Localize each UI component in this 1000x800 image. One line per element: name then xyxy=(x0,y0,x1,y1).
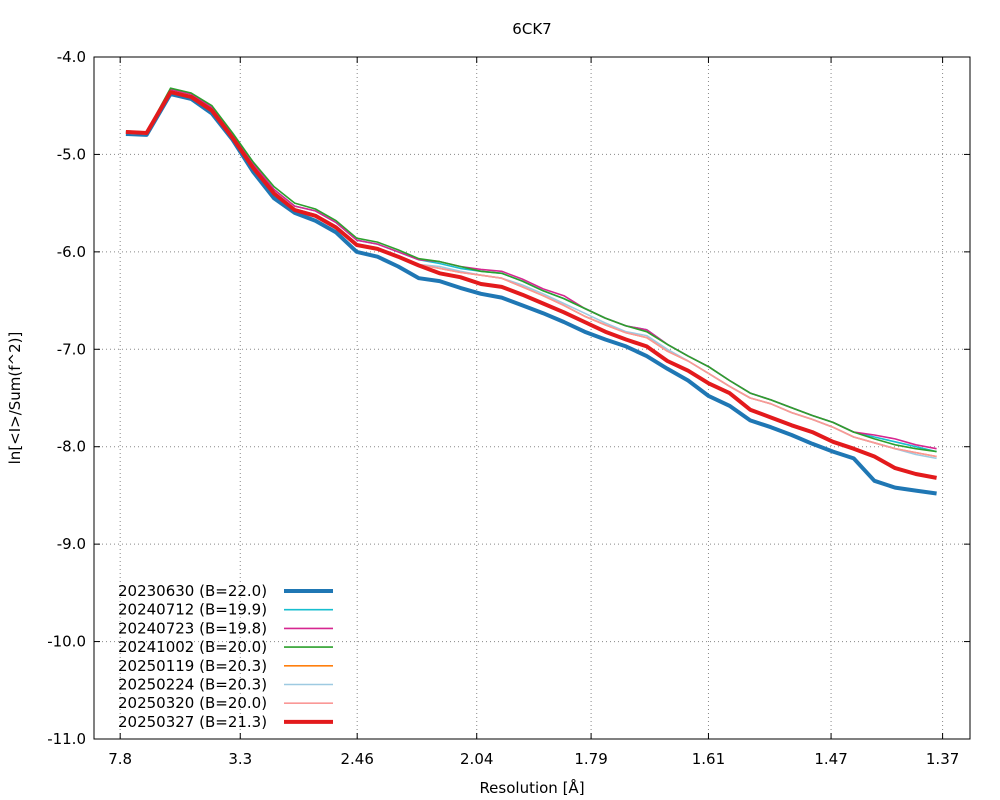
series-line-0 xyxy=(125,92,937,496)
x-tick-label: 2.46 xyxy=(340,750,373,768)
x-tick-label: 1.37 xyxy=(926,750,959,768)
x-tick-label: 1.47 xyxy=(814,750,847,768)
x-tick-label: 1.79 xyxy=(574,750,607,768)
legend-label: 20250119 (B=20.3) xyxy=(118,657,267,675)
legend-label: 20241002 (B=20.0) xyxy=(118,638,267,656)
series-line-2 xyxy=(125,88,937,450)
grid xyxy=(94,56,970,740)
y-tick-label: -6.0 xyxy=(57,243,86,261)
y-tick-label: -11.0 xyxy=(47,730,86,748)
x-tick-label: 2.04 xyxy=(460,750,493,768)
series-line-4 xyxy=(125,90,937,458)
y-tick-label: -7.0 xyxy=(57,340,86,358)
legend-label: 20250224 (B=20.3) xyxy=(118,676,267,694)
x-axis-title: Resolution [Å] xyxy=(479,778,584,797)
y-tick-label: -9.0 xyxy=(57,535,86,553)
series-line-3 xyxy=(125,87,937,453)
chart-title: 6CK7 xyxy=(512,20,551,38)
legend-label: 20250327 (B=21.3) xyxy=(118,713,267,731)
series-line-1 xyxy=(125,88,937,453)
y-tick-label: -5.0 xyxy=(57,145,86,163)
series-line-7 xyxy=(125,90,937,480)
legend: 20230630 (B=22.0)20240712 (B=19.9)202407… xyxy=(118,582,333,731)
series-line-6 xyxy=(125,90,937,458)
plot-frame xyxy=(93,56,971,740)
legend-label: 20240712 (B=19.9) xyxy=(118,601,267,619)
y-axis-title: ln[<I>/Sum(f^2)] xyxy=(6,332,24,465)
y-tick-label: -4.0 xyxy=(57,48,86,66)
axis-ticks: 7.8 3.3 2.46 2.04 1.79 1.61 1.47 1.37 -4.0 -5.0 -6… xyxy=(47,48,970,768)
legend-label: 20250320 (B=20.0) xyxy=(118,694,267,712)
x-tick-label: 1.61 xyxy=(692,750,725,768)
y-tick-label: -10.0 xyxy=(47,633,86,651)
series-line-5 xyxy=(125,90,937,460)
series-lines xyxy=(125,87,937,496)
y-tick-label: -8.0 xyxy=(57,438,86,456)
legend-label: 20240723 (B=19.8) xyxy=(118,619,267,637)
x-tick-label: 7.8 xyxy=(108,750,132,768)
x-tick-label: 3.3 xyxy=(228,750,252,768)
legend-label: 20230630 (B=22.0) xyxy=(118,582,267,600)
